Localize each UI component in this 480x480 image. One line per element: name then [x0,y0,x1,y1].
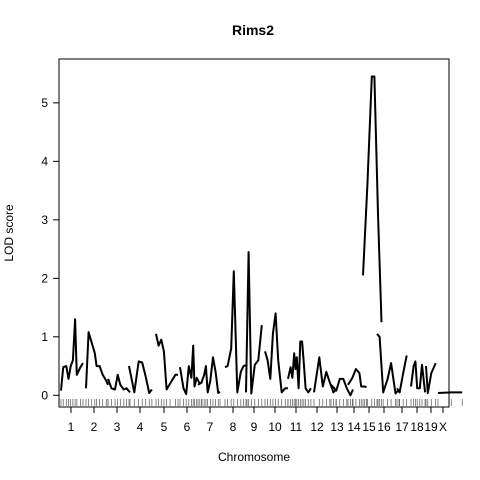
x-axis: 1 2 3 4 5 6 7 8 9 10 11 12 13 14 15 16 17 18 19 X [68,407,447,434]
x-tick-label: 1 [68,420,75,434]
x-tick-label: 16 [377,420,391,434]
x-tick-label: 4 [137,420,144,434]
lod-line-chr-8 [224,270,248,394]
x-tick-label: 9 [251,420,258,434]
y-tick-label: 3 [41,213,48,227]
x-tick-label: 5 [161,420,168,434]
x-tick-label: 11 [290,420,303,434]
lod-line-chr-19 [425,362,437,394]
lod-line-chr-18 [410,360,427,393]
x-tick-label: 6 [184,420,191,434]
y-axis: 0 1 2 3 4 5 [41,96,60,402]
x-tick-label: 14 [347,420,361,434]
lod-line-chr-14 [347,368,367,389]
y-tick-label: 1 [41,330,48,344]
y-axis-label: LOD score [2,204,16,262]
lod-line-chr-11 [287,340,312,394]
lod-line-chr-6 [179,344,203,396]
x-tick-label: 10 [268,420,282,434]
lod-line-chr-4 [128,360,153,394]
x-tick-label: 18 [410,420,424,434]
y-tick-label: 0 [41,388,48,402]
x-tick-label: 3 [114,420,121,434]
lod-line-chr-2 [85,331,109,389]
lod-line-chr-12 [313,356,337,394]
x-tick-label: 19 [424,420,438,434]
y-tick-label: 2 [41,271,48,285]
lod-line-chr-5 [155,333,178,391]
lod-line-chr-9 [245,251,263,395]
y-tick-label: 5 [41,96,48,110]
x-tick-label: 7 [207,420,214,434]
marker-rug [60,399,463,406]
x-tick-label: 12 [310,420,324,434]
x-tick-label: 17 [395,420,409,434]
lod-line-chr-17 [396,355,408,394]
x-axis-label: Chromosome [218,450,290,464]
lod-line-chr-16 [376,333,400,395]
x-tick-label: X [439,420,447,434]
x-tick-label: 15 [362,420,376,434]
lod-line-chr-13 [330,377,354,397]
lod-line-chr-X [437,391,463,394]
plot-frame [58,58,450,408]
x-tick-label: 8 [230,420,237,434]
chart-title: Rims2 [232,22,274,38]
x-tick-label: 2 [91,420,98,434]
lod-line-chr-15 [362,75,383,323]
lod-line-chr-7 [197,356,221,394]
lod-line-chr-1 [60,318,84,391]
lod-series [60,75,463,397]
lod-line-chr-3 [107,373,131,394]
y-tick-label: 4 [41,154,48,168]
lod-line-chr-10 [264,312,288,394]
x-tick-label: 13 [330,420,344,434]
